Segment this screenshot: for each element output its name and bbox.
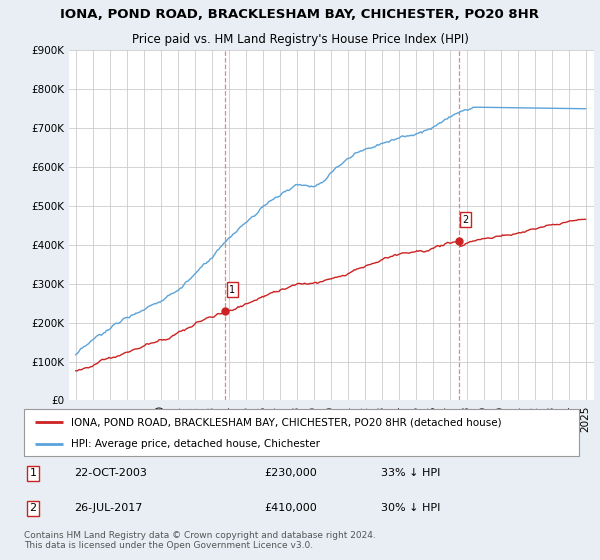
Text: 1: 1: [29, 468, 37, 478]
Text: Price paid vs. HM Land Registry's House Price Index (HPI): Price paid vs. HM Land Registry's House …: [131, 33, 469, 46]
Text: 22-OCT-2003: 22-OCT-2003: [74, 468, 147, 478]
Text: 33% ↓ HPI: 33% ↓ HPI: [381, 468, 440, 478]
Text: 30% ↓ HPI: 30% ↓ HPI: [381, 503, 440, 513]
Text: 2: 2: [463, 214, 469, 225]
Text: £230,000: £230,000: [264, 468, 317, 478]
Text: Contains HM Land Registry data © Crown copyright and database right 2024.
This d: Contains HM Land Registry data © Crown c…: [24, 531, 376, 550]
Text: IONA, POND ROAD, BRACKLESHAM BAY, CHICHESTER, PO20 8HR: IONA, POND ROAD, BRACKLESHAM BAY, CHICHE…: [61, 8, 539, 21]
FancyBboxPatch shape: [24, 409, 579, 456]
Text: 26-JUL-2017: 26-JUL-2017: [74, 503, 143, 513]
Text: IONA, POND ROAD, BRACKLESHAM BAY, CHICHESTER, PO20 8HR (detached house): IONA, POND ROAD, BRACKLESHAM BAY, CHICHE…: [71, 417, 502, 427]
Text: £410,000: £410,000: [264, 503, 317, 513]
Text: HPI: Average price, detached house, Chichester: HPI: Average price, detached house, Chic…: [71, 439, 320, 449]
Text: 1: 1: [229, 284, 235, 295]
Text: 2: 2: [29, 503, 37, 513]
